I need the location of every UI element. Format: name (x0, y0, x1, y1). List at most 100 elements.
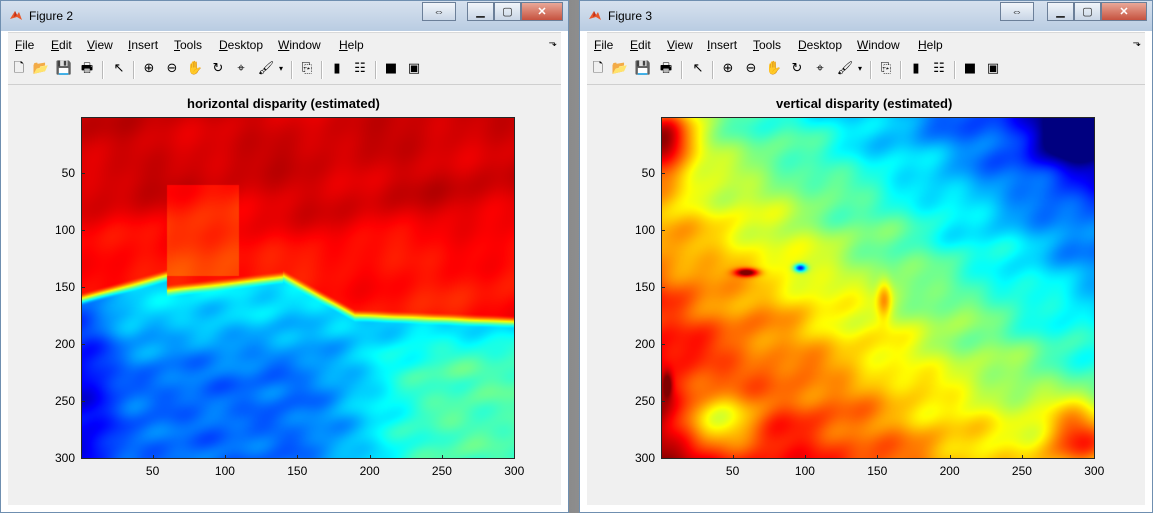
show-plot-tools-icon[interactable]: ▣ (986, 61, 1000, 76)
zoom-in-icon[interactable]: ⊕ (722, 61, 734, 76)
pointer-icon[interactable]: ↖ (692, 61, 704, 76)
x-tick-label: 150 (287, 464, 308, 478)
dock-arrow-icon[interactable]: ⬎ (1132, 38, 1141, 49)
open-file-icon[interactable]: 📂 (32, 61, 50, 76)
y-tick-mark (81, 287, 85, 289)
image-axes[interactable] (661, 117, 1095, 459)
menu-insert[interactable]: Insert (128, 38, 159, 52)
resize-icon[interactable]: ⇔ (1000, 2, 1034, 21)
minimize-button[interactable]: ▁ (467, 2, 494, 21)
new-figure-icon[interactable]: 🗋 (592, 61, 604, 76)
toolbar-separator (102, 61, 104, 79)
x-tick-label: 50 (725, 464, 740, 478)
menu-window[interactable]: Window (857, 38, 900, 52)
title-bar[interactable]: Figure 2 ⇔ ▁ ▢ ✕ (1, 1, 568, 31)
menu-desktop[interactable]: Desktop (798, 38, 843, 52)
maximize-button[interactable]: ▢ (494, 2, 521, 21)
y-tick-label: 50 (61, 166, 75, 181)
close-button[interactable]: ✕ (1101, 2, 1147, 21)
colorbar-icon[interactable]: ▮ (912, 61, 920, 76)
hide-plot-tools-icon[interactable]: ■ (384, 61, 398, 76)
x-tick-mark (877, 455, 879, 459)
menu-help[interactable]: Help (918, 38, 943, 52)
brush-dropdown-icon[interactable]: ▾ (857, 64, 862, 73)
y-tick-label: 150 (634, 280, 655, 295)
y-tick-mark (661, 230, 665, 232)
figure-canvas: vertical disparity (estimated) 50 100 150 2… (587, 85, 1145, 505)
x-tick-label: 100 (794, 464, 815, 478)
pan-icon[interactable]: ✋ (765, 61, 783, 76)
y-tick-mark (661, 458, 665, 460)
save-icon[interactable]: 💾 (55, 61, 73, 76)
toolbar-separator (321, 61, 323, 79)
legend-icon[interactable]: ☷ (354, 61, 366, 76)
y-tick-mark (661, 173, 665, 175)
x-tick-mark (152, 455, 154, 459)
link-plot-icon[interactable]: ⎘ (880, 61, 892, 76)
menu-edit[interactable]: Edit (630, 38, 651, 52)
x-tick-mark (514, 455, 516, 459)
toolbar-separator (900, 61, 902, 79)
y-tick-mark (661, 344, 665, 346)
y-tick-label: 250 (54, 394, 75, 409)
link-plot-icon[interactable]: ⎘ (301, 61, 313, 76)
maximize-button[interactable]: ▢ (1074, 2, 1101, 21)
rotate-3d-icon[interactable]: ↻ (212, 61, 224, 76)
y-tick-label: 50 (641, 166, 655, 181)
menu-tools[interactable]: Tools (753, 38, 782, 52)
zoom-out-icon[interactable]: ⊖ (745, 61, 757, 76)
figure-2-window: Figure 2 ⇔ ▁ ▢ ✕ File Edit View Insert T… (0, 0, 569, 513)
menu-help[interactable]: Help (339, 38, 364, 52)
menu-tools[interactable]: Tools (174, 38, 203, 52)
toolbar-separator (133, 61, 135, 79)
menu-file[interactable]: File (15, 38, 35, 52)
figure-canvas: horizontal disparity (estimated) 50 100 15… (8, 85, 561, 505)
y-tick-label: 100 (634, 223, 655, 238)
x-tick-mark (224, 455, 226, 459)
x-tick-label: 250 (431, 464, 452, 478)
show-plot-tools-icon[interactable]: ▣ (407, 61, 421, 76)
menu-view[interactable]: View (87, 38, 113, 52)
minimize-button[interactable]: ▁ (1047, 2, 1074, 21)
zoom-in-icon[interactable]: ⊕ (143, 61, 155, 76)
zoom-out-icon[interactable]: ⊖ (166, 61, 178, 76)
y-tick-mark (81, 344, 85, 346)
hide-plot-tools-icon[interactable]: ■ (963, 61, 977, 76)
x-tick-label: 50 (145, 464, 160, 478)
data-cursor-icon[interactable]: ⌖ (816, 61, 824, 76)
y-tick-mark (81, 173, 85, 175)
pan-icon[interactable]: ✋ (186, 61, 204, 76)
rotate-3d-icon[interactable]: ↻ (791, 61, 803, 76)
menu-file[interactable]: File (594, 38, 614, 52)
brush-dropdown-icon[interactable]: ▾ (278, 64, 283, 73)
figure-3-window: Figure 3 ⇔ ▁ ▢ ✕ File Edit View Insert T… (579, 0, 1153, 513)
menu-window[interactable]: Window (278, 38, 321, 52)
menu-view[interactable]: View (667, 38, 693, 52)
pointer-icon[interactable]: ↖ (113, 61, 125, 76)
brush-icon[interactable]: 🖌 (836, 61, 854, 76)
resize-icon[interactable]: ⇔ (422, 2, 456, 21)
brush-icon[interactable]: 🖌 (257, 61, 275, 76)
menu-insert[interactable]: Insert (707, 38, 738, 52)
plot-title: vertical disparity (estimated) (776, 96, 953, 111)
colorbar-icon[interactable]: ▮ (333, 61, 341, 76)
x-tick-label: 300 (504, 464, 525, 478)
menu-edit[interactable]: Edit (51, 38, 72, 52)
save-icon[interactable]: 💾 (634, 61, 652, 76)
x-tick-mark (949, 455, 951, 459)
x-tick-mark (1021, 455, 1023, 459)
image-axes[interactable] (81, 117, 515, 459)
print-icon[interactable]: 🖶 (80, 61, 94, 76)
menu-bar: File Edit View Insert Tools Desktop Wind… (8, 32, 561, 57)
new-figure-icon[interactable]: 🗋 (13, 61, 25, 76)
open-file-icon[interactable]: 📂 (611, 61, 629, 76)
legend-icon[interactable]: ☷ (933, 61, 945, 76)
toolbar-separator (291, 61, 293, 79)
menu-desktop[interactable]: Desktop (219, 38, 264, 52)
dock-arrow-icon[interactable]: ⬎ (548, 38, 557, 49)
print-icon[interactable]: 🖶 (659, 61, 673, 76)
data-cursor-icon[interactable]: ⌖ (237, 61, 245, 76)
close-button[interactable]: ✕ (521, 2, 563, 21)
title-bar[interactable]: Figure 3 ⇔ ▁ ▢ ✕ (580, 1, 1152, 31)
x-tick-mark (732, 455, 734, 459)
